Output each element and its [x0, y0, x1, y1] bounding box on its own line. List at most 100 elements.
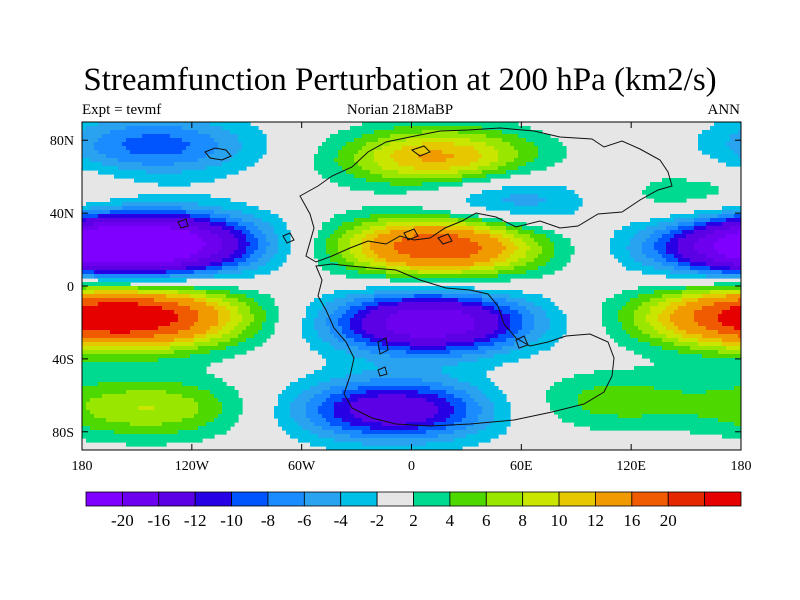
field-cell — [438, 154, 443, 159]
field-cell — [526, 138, 531, 143]
field-cell — [662, 286, 667, 291]
field-cell — [222, 274, 227, 279]
field-cell — [566, 198, 571, 203]
field-cell — [278, 218, 283, 223]
field-cell — [538, 138, 543, 143]
field-cell — [146, 238, 151, 243]
field-cell — [146, 178, 151, 183]
field-cell — [106, 222, 111, 227]
field-cell — [230, 230, 235, 235]
field-cell — [182, 290, 187, 295]
field-cell — [134, 170, 139, 175]
field-cell — [130, 218, 135, 223]
field-cell — [170, 154, 175, 159]
field-cell — [282, 242, 287, 247]
field-cell — [714, 226, 719, 231]
field-cell — [250, 126, 255, 131]
field-cell — [154, 238, 159, 243]
field-cell — [518, 190, 523, 195]
field-cell — [142, 230, 147, 235]
field-cell — [446, 134, 451, 139]
field-cell — [466, 154, 471, 159]
field-cell — [382, 254, 387, 259]
field-cell — [166, 258, 171, 263]
field-cell — [466, 198, 471, 203]
field-cell — [546, 246, 551, 251]
field-cell — [266, 230, 271, 235]
field-cell — [526, 294, 531, 299]
field-cell — [206, 202, 211, 207]
field-cell — [714, 286, 719, 291]
field-cell — [210, 254, 215, 259]
field-cell — [366, 242, 371, 247]
field-cell — [386, 130, 391, 135]
field-cell — [674, 258, 679, 263]
field-cell — [486, 190, 491, 195]
field-cell — [418, 138, 423, 143]
field-cell — [158, 262, 163, 267]
field-cell — [122, 154, 127, 159]
field-cell — [86, 142, 91, 147]
field-cell — [238, 266, 243, 271]
field-cell — [422, 234, 427, 239]
field-cell — [334, 254, 339, 259]
field-cell — [358, 222, 363, 227]
field-cell — [358, 218, 363, 223]
field-cell — [238, 262, 243, 267]
field-cell — [514, 290, 519, 295]
field-cell — [470, 150, 475, 155]
field-cell — [382, 174, 387, 179]
field-cell — [194, 234, 199, 239]
field-cell — [418, 186, 423, 191]
field-cell — [142, 134, 147, 139]
field-cell — [698, 262, 703, 267]
field-cell — [458, 178, 463, 183]
field-cell — [522, 194, 527, 199]
field-cell — [414, 274, 419, 279]
field-cell — [102, 122, 107, 127]
field-cell — [342, 182, 347, 187]
field-cell — [450, 230, 455, 235]
field-cell — [410, 210, 415, 215]
field-cell — [490, 154, 495, 159]
field-cell — [462, 150, 467, 155]
field-cell — [534, 230, 539, 235]
field-cell — [226, 146, 231, 151]
field-cell — [378, 122, 383, 127]
field-cell — [498, 222, 503, 227]
field-cell — [706, 242, 711, 247]
field-cell — [146, 198, 151, 203]
field-cell — [262, 302, 267, 307]
field-cell — [374, 214, 379, 219]
field-cell — [218, 250, 223, 255]
field-cell — [714, 134, 719, 139]
field-cell — [738, 282, 741, 287]
field-cell — [718, 298, 723, 303]
field-cell — [186, 198, 191, 203]
field-cell — [422, 130, 427, 135]
field-cell — [534, 302, 539, 307]
field-cell — [382, 122, 387, 127]
field-cell — [622, 246, 627, 251]
field-cell — [138, 142, 143, 147]
field-cell — [466, 226, 471, 231]
field-cell — [214, 298, 219, 303]
field-cell — [526, 194, 531, 199]
field-cell — [666, 226, 671, 231]
field-cell — [190, 146, 195, 151]
field-cell — [710, 290, 715, 295]
field-cell — [394, 154, 399, 159]
field-cell — [198, 286, 203, 291]
field-cell — [398, 138, 403, 143]
field-cell — [402, 302, 407, 307]
field-cell — [338, 294, 343, 299]
field-cell — [174, 130, 179, 135]
field-cell — [722, 246, 727, 251]
field-cell — [670, 270, 675, 275]
field-cell — [322, 262, 327, 267]
field-cell — [222, 298, 227, 303]
field-cell — [442, 174, 447, 179]
field-cell — [342, 166, 347, 171]
field-cell — [390, 290, 395, 295]
field-cell — [134, 138, 139, 143]
